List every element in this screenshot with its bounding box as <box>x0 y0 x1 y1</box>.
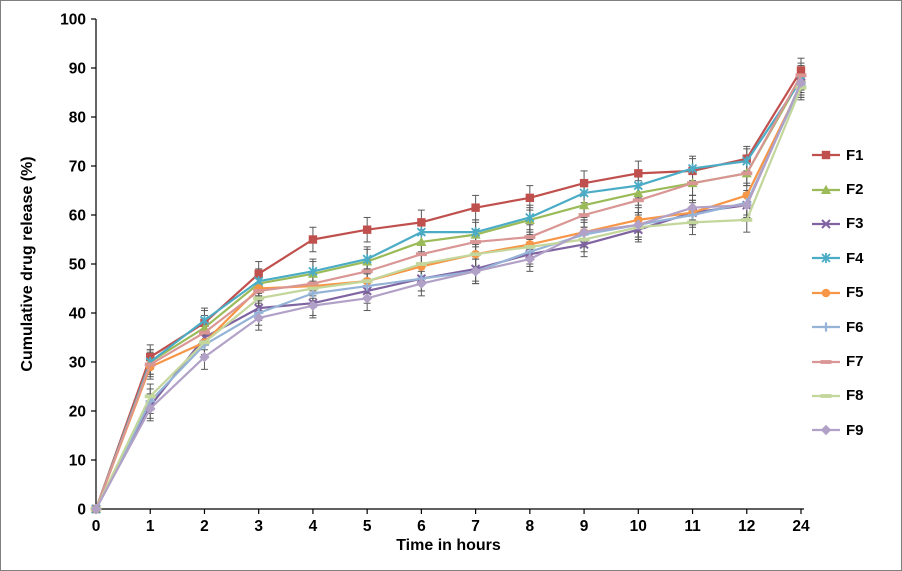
series-F3-markers <box>91 77 806 514</box>
legend-dash-marker-icon <box>812 394 840 398</box>
series-F8-markers <box>90 85 807 511</box>
legend-item-F4: F4 <box>811 241 864 275</box>
svg-text:4: 4 <box>309 518 318 535</box>
svg-text:6: 6 <box>417 518 426 535</box>
legend-label: F3 <box>846 215 864 233</box>
series-F1-markers <box>91 66 806 514</box>
series-F9-line <box>95 82 803 510</box>
series-F3 <box>91 77 806 514</box>
legend-item-F3: F3 <box>811 207 864 241</box>
series-F7 <box>90 73 807 511</box>
legend-asterisk-marker-icon <box>812 253 840 264</box>
svg-text:100: 100 <box>60 12 86 29</box>
svg-text:11: 11 <box>684 518 701 535</box>
legend-dash-marker-icon <box>812 359 840 364</box>
error-bars <box>146 57 805 422</box>
series-F6 <box>91 80 806 514</box>
svg-text:5: 5 <box>363 518 372 535</box>
legend-triangle-marker-icon <box>812 184 840 194</box>
svg-text:0: 0 <box>92 518 101 535</box>
legend-item-F7: F7 <box>811 344 864 378</box>
legend-label: F8 <box>846 387 864 405</box>
legend-item-F2: F2 <box>811 172 864 206</box>
series-F4 <box>91 75 806 514</box>
series-F1 <box>91 66 806 514</box>
legend-label: F5 <box>846 284 864 302</box>
legend-label: F4 <box>846 249 864 267</box>
svg-text:9: 9 <box>580 518 589 535</box>
svg-text:50: 50 <box>69 257 86 274</box>
svg-text:80: 80 <box>69 110 86 127</box>
axes <box>91 18 804 514</box>
legend-diamond-marker-icon <box>812 425 840 436</box>
svg-text:12: 12 <box>738 518 755 535</box>
svg-text:0: 0 <box>77 502 86 519</box>
series-F8-line <box>95 87 803 510</box>
svg-text:40: 40 <box>69 306 86 323</box>
svg-text:20: 20 <box>69 404 86 421</box>
series-F5-markers <box>91 80 806 514</box>
legend-circle-marker-icon <box>812 288 840 298</box>
svg-text:90: 90 <box>69 61 86 78</box>
x-axis-title: Time in hours <box>396 537 501 554</box>
series-F4-markers <box>91 75 806 514</box>
svg-text:60: 60 <box>69 208 86 225</box>
y-axis-title: Cumulative drug release (%) <box>19 156 36 372</box>
svg-text:2: 2 <box>200 518 209 535</box>
series-F4-line <box>94 79 802 510</box>
svg-text:10: 10 <box>69 453 86 470</box>
series-F6-line <box>95 84 802 510</box>
svg-text:7: 7 <box>471 518 480 535</box>
series-F5 <box>91 80 806 514</box>
series-F2-line <box>94 77 802 510</box>
legend-item-F9: F9 <box>811 413 864 447</box>
legend-square-marker-icon <box>812 150 840 160</box>
series-F5-line <box>94 84 802 510</box>
legend-plus-marker-icon <box>812 322 840 332</box>
series-F6-markers <box>91 80 806 514</box>
series-F1-line <box>94 69 802 510</box>
legend-item-F1: F1 <box>811 138 864 172</box>
series-F2-markers <box>91 72 806 513</box>
x-tick-labels: 0 1 2 3 4 5 6 7 8 9 10 11 12 24 <box>92 518 810 535</box>
series-F7-markers <box>90 73 807 511</box>
series-F7-line <box>94 74 802 510</box>
legend-label: F6 <box>846 318 864 336</box>
legend-item-F5: F5 <box>811 276 864 310</box>
series-F8 <box>90 85 807 511</box>
svg-text:30: 30 <box>69 355 86 372</box>
legend-label: F7 <box>846 353 864 371</box>
legend-item-F8: F8 <box>811 379 864 413</box>
legend: F1 F2 F3 F4 F5 F6 F7 F8 F9 <box>811 138 864 448</box>
legend-label: F9 <box>846 421 864 439</box>
series-F2 <box>91 72 806 513</box>
legend-label: F2 <box>846 181 864 199</box>
svg-text:10: 10 <box>630 518 647 535</box>
legend-label: F1 <box>846 146 864 164</box>
svg-text:24: 24 <box>792 518 810 535</box>
y-tick-labels: 0 10 20 30 40 50 60 70 80 90 100 <box>60 12 86 519</box>
series-F9 <box>90 77 807 515</box>
svg-text:1: 1 <box>146 518 155 535</box>
legend-x-marker-icon <box>812 219 840 229</box>
series-F3-line <box>95 82 803 510</box>
svg-text:70: 70 <box>69 159 86 176</box>
series-F9-markers <box>90 77 807 515</box>
legend-item-F6: F6 <box>811 310 864 344</box>
svg-text:3: 3 <box>254 518 263 535</box>
svg-text:8: 8 <box>526 518 535 535</box>
